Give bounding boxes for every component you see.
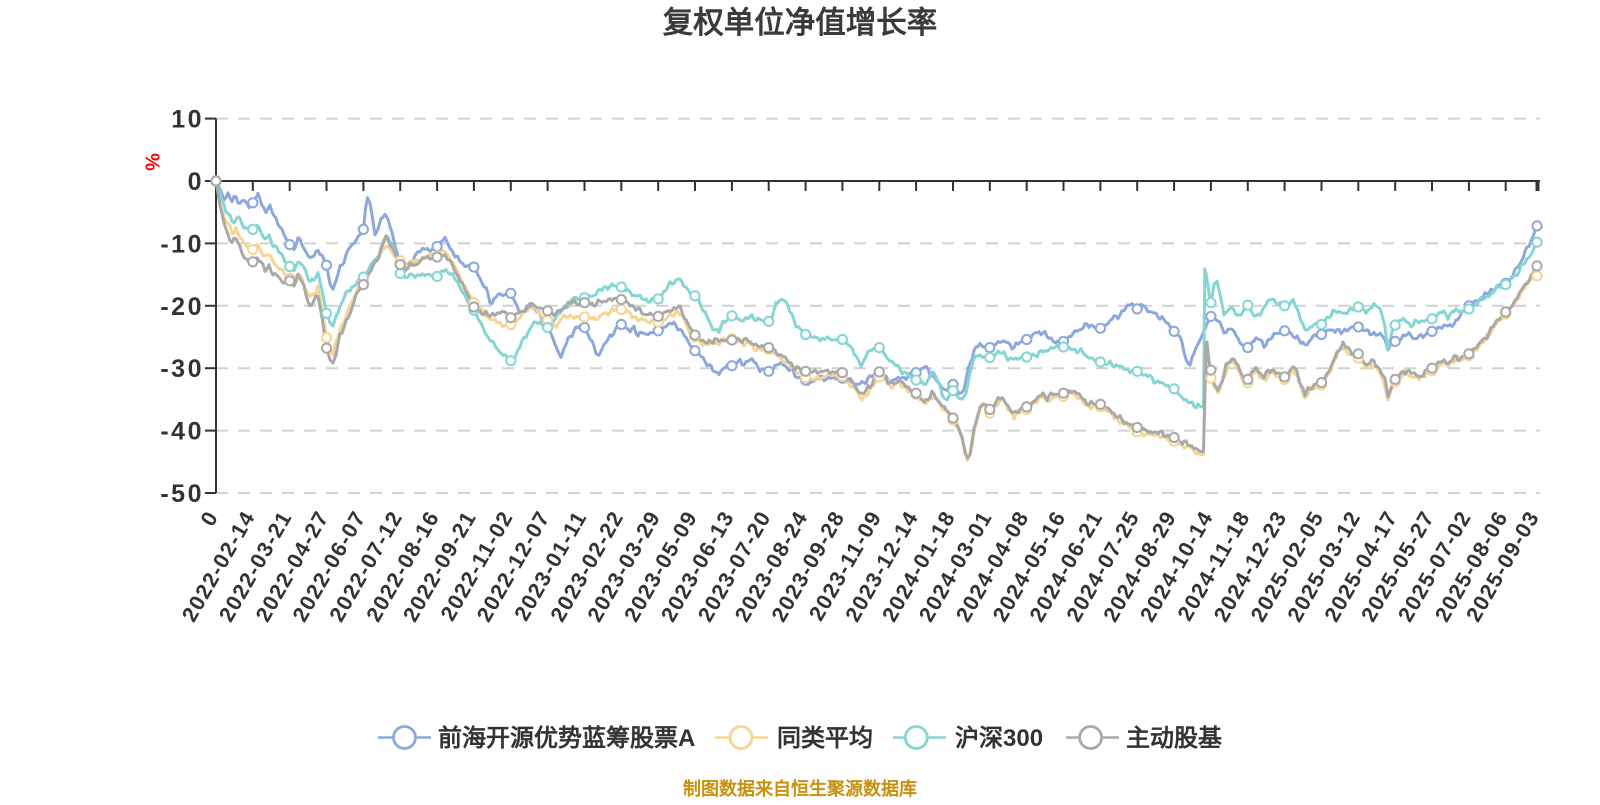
svg-text:10: 10 (171, 106, 204, 134)
svg-text:复权单位净值增长率: 复权单位净值增长率 (663, 5, 938, 40)
svg-text:0: 0 (188, 168, 204, 196)
svg-text:制图数据来自恒生聚源数据库: 制图数据来自恒生聚源数据库 (683, 778, 917, 799)
svg-text:沪深300: 沪深300 (955, 725, 1043, 752)
svg-text:主动股基: 主动股基 (1126, 725, 1223, 752)
svg-text:同类平均: 同类平均 (777, 724, 873, 752)
svg-text:-30: -30 (160, 355, 204, 383)
svg-text:%: % (141, 153, 163, 171)
svg-text:-20: -20 (160, 293, 204, 321)
svg-text:前海开源优势蓝筹股票A: 前海开源优势蓝筹股票A (438, 724, 695, 752)
svg-text:-50: -50 (160, 480, 204, 508)
svg-text:-40: -40 (160, 418, 204, 446)
svg-text:-10: -10 (160, 230, 204, 258)
svg-text:0: 0 (196, 507, 223, 531)
